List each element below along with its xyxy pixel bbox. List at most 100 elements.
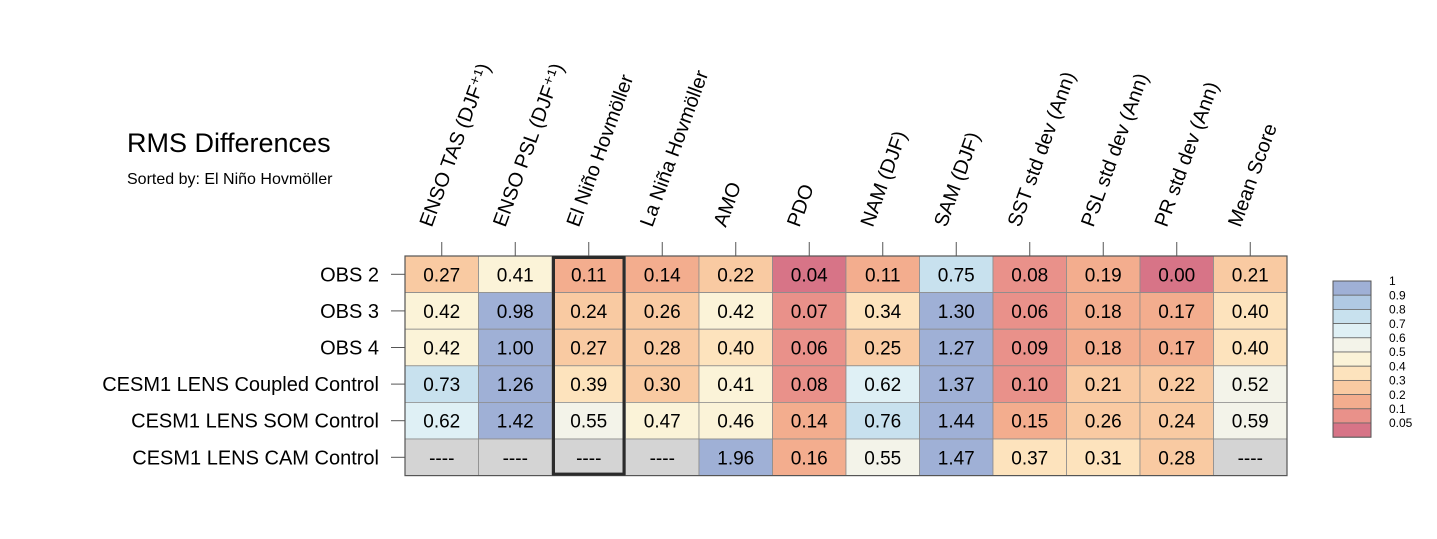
colorbar-tick-label: 0.1 [1389, 402, 1406, 416]
cell-value-label: 0.21 [1232, 265, 1269, 286]
cell-value-label: 0.62 [423, 412, 460, 433]
cell-value-label: ---- [650, 448, 675, 469]
colorbar-segment [1332, 323, 1372, 339]
colorbar-border [1332, 280, 1372, 438]
column-label: PR std dev (Ann) [1151, 79, 1224, 230]
heatmap-cell [1066, 328, 1141, 367]
cell-value-label: 0.27 [570, 339, 607, 360]
colorbar-tick-label: 0.3 [1389, 374, 1406, 388]
colorbar-tick-label: 0.8 [1389, 303, 1406, 317]
cell-value-label: 0.42 [717, 302, 754, 323]
heatmap-cell [1213, 365, 1288, 403]
cell-value-label: 0.47 [644, 412, 681, 433]
cell-value-label: 0.27 [423, 265, 460, 286]
cell-value-label: 0.73 [423, 375, 460, 396]
cell-value-label: 0.24 [570, 302, 607, 323]
colorbar-tick-label: 0.7 [1389, 317, 1406, 331]
cell-value-label: 0.34 [864, 302, 901, 323]
heatmap-cell [772, 401, 847, 440]
heatmap-cell [1213, 438, 1288, 476]
chart-subtitle: Sorted by: El Niño Hovmöller [127, 171, 333, 188]
heatmap-cell [1066, 401, 1141, 440]
heatmap-cell [478, 438, 553, 476]
heatmap-cell [992, 401, 1067, 440]
heatmap-cell [478, 292, 553, 330]
heatmap-cell [404, 438, 479, 476]
colorbar-segment [1332, 394, 1372, 410]
colorbar-tick-label: 0.4 [1389, 359, 1406, 373]
cell-value-label: 0.52 [1232, 375, 1269, 396]
row-label: OBS 4 [320, 338, 379, 360]
cell-value-label: 1.27 [938, 339, 975, 360]
cell-value-label: 0.59 [1232, 412, 1269, 433]
heatmap-cell [1066, 292, 1141, 330]
heatmap-cell [625, 401, 700, 440]
colorbar-tick-label: 0.5 [1389, 345, 1406, 359]
cell-value-label: 0.55 [570, 412, 607, 433]
heatmap-cell [478, 328, 553, 367]
colorbar-tick-label: 0.2 [1389, 388, 1406, 402]
cell-value-label: 0.28 [644, 339, 681, 360]
cell-value-label: 0.30 [644, 375, 681, 396]
cell-value-label: 0.17 [1158, 302, 1195, 323]
heatmap-cell [698, 438, 773, 476]
cell-value-label: 1.96 [717, 448, 754, 469]
column-label: El Niño Hovmöller [563, 71, 639, 229]
column-label: SST std dev (Ann) [1004, 69, 1080, 230]
cell-value-label: 1.00 [497, 339, 534, 360]
cell-value-label: 0.16 [791, 448, 828, 469]
heatmap-cell [1139, 328, 1214, 367]
cell-value-label: 0.21 [1085, 375, 1122, 396]
heatmap-cell [1066, 438, 1141, 476]
cell-value-label: 0.62 [864, 375, 901, 396]
heatmap-cell [1139, 365, 1214, 403]
heatmap-cell [404, 255, 479, 293]
heatmap-cell [919, 328, 994, 367]
cell-value-label: 0.98 [497, 302, 534, 323]
cell-value-label: 0.42 [423, 339, 460, 360]
heatmap-cell [625, 292, 700, 330]
heatmap-cell [919, 292, 994, 330]
column-label: Mean Score [1224, 121, 1282, 230]
cell-value-label: 1.44 [938, 412, 975, 433]
colorbar-segment [1332, 408, 1372, 424]
heatmap-border [404, 255, 1288, 477]
cell-value-label: 0.26 [1085, 412, 1122, 433]
heatmap-cell [1139, 292, 1214, 330]
column-label: PSL std dev (Ann) [1077, 70, 1153, 229]
cell-value-label: 0.08 [791, 375, 828, 396]
column-label: ENSO PSL (DJF⁺¹) [489, 60, 569, 229]
cell-value-label: 0.18 [1085, 339, 1122, 360]
cell-value-label: 0.46 [717, 412, 754, 433]
cell-value-label: 0.10 [1011, 375, 1048, 396]
heatmap-cell [551, 328, 626, 367]
colorbar-segment [1332, 365, 1372, 381]
heatmap-cell [1213, 292, 1288, 330]
row-label: CESM1 LENS CAM Control [132, 447, 379, 469]
column-label: SAM (DJF) [930, 129, 984, 229]
colorbar-segment [1332, 337, 1372, 353]
cell-value-label: 0.04 [791, 265, 828, 286]
cell-value-label: 0.25 [864, 339, 901, 360]
colorbar-tick-label: 1 [1389, 274, 1396, 288]
colorbar-segment [1332, 351, 1372, 367]
colorbar-segment [1332, 308, 1372, 324]
cell-value-label: 1.37 [938, 375, 975, 396]
heatmap-cell [698, 328, 773, 367]
heatmap-cell [404, 365, 479, 403]
column-label: PDO [783, 181, 818, 229]
cell-value-label: 1.30 [938, 302, 975, 323]
cell-value-label: 0.00 [1158, 265, 1195, 286]
heatmap-cell [1139, 255, 1214, 293]
column-label: ENSO TAS (DJF⁺¹) [416, 61, 496, 230]
cell-value-label: 0.08 [1011, 265, 1048, 286]
cell-value-label: 1.47 [938, 448, 975, 469]
cell-value-label: 0.15 [1011, 412, 1048, 433]
cell-value-label: 0.76 [864, 412, 901, 433]
cell-value-label: 0.40 [1232, 339, 1269, 360]
heatmap-cell [845, 328, 920, 367]
heatmap-cell [625, 328, 700, 367]
cell-value-label: 0.42 [423, 302, 460, 323]
